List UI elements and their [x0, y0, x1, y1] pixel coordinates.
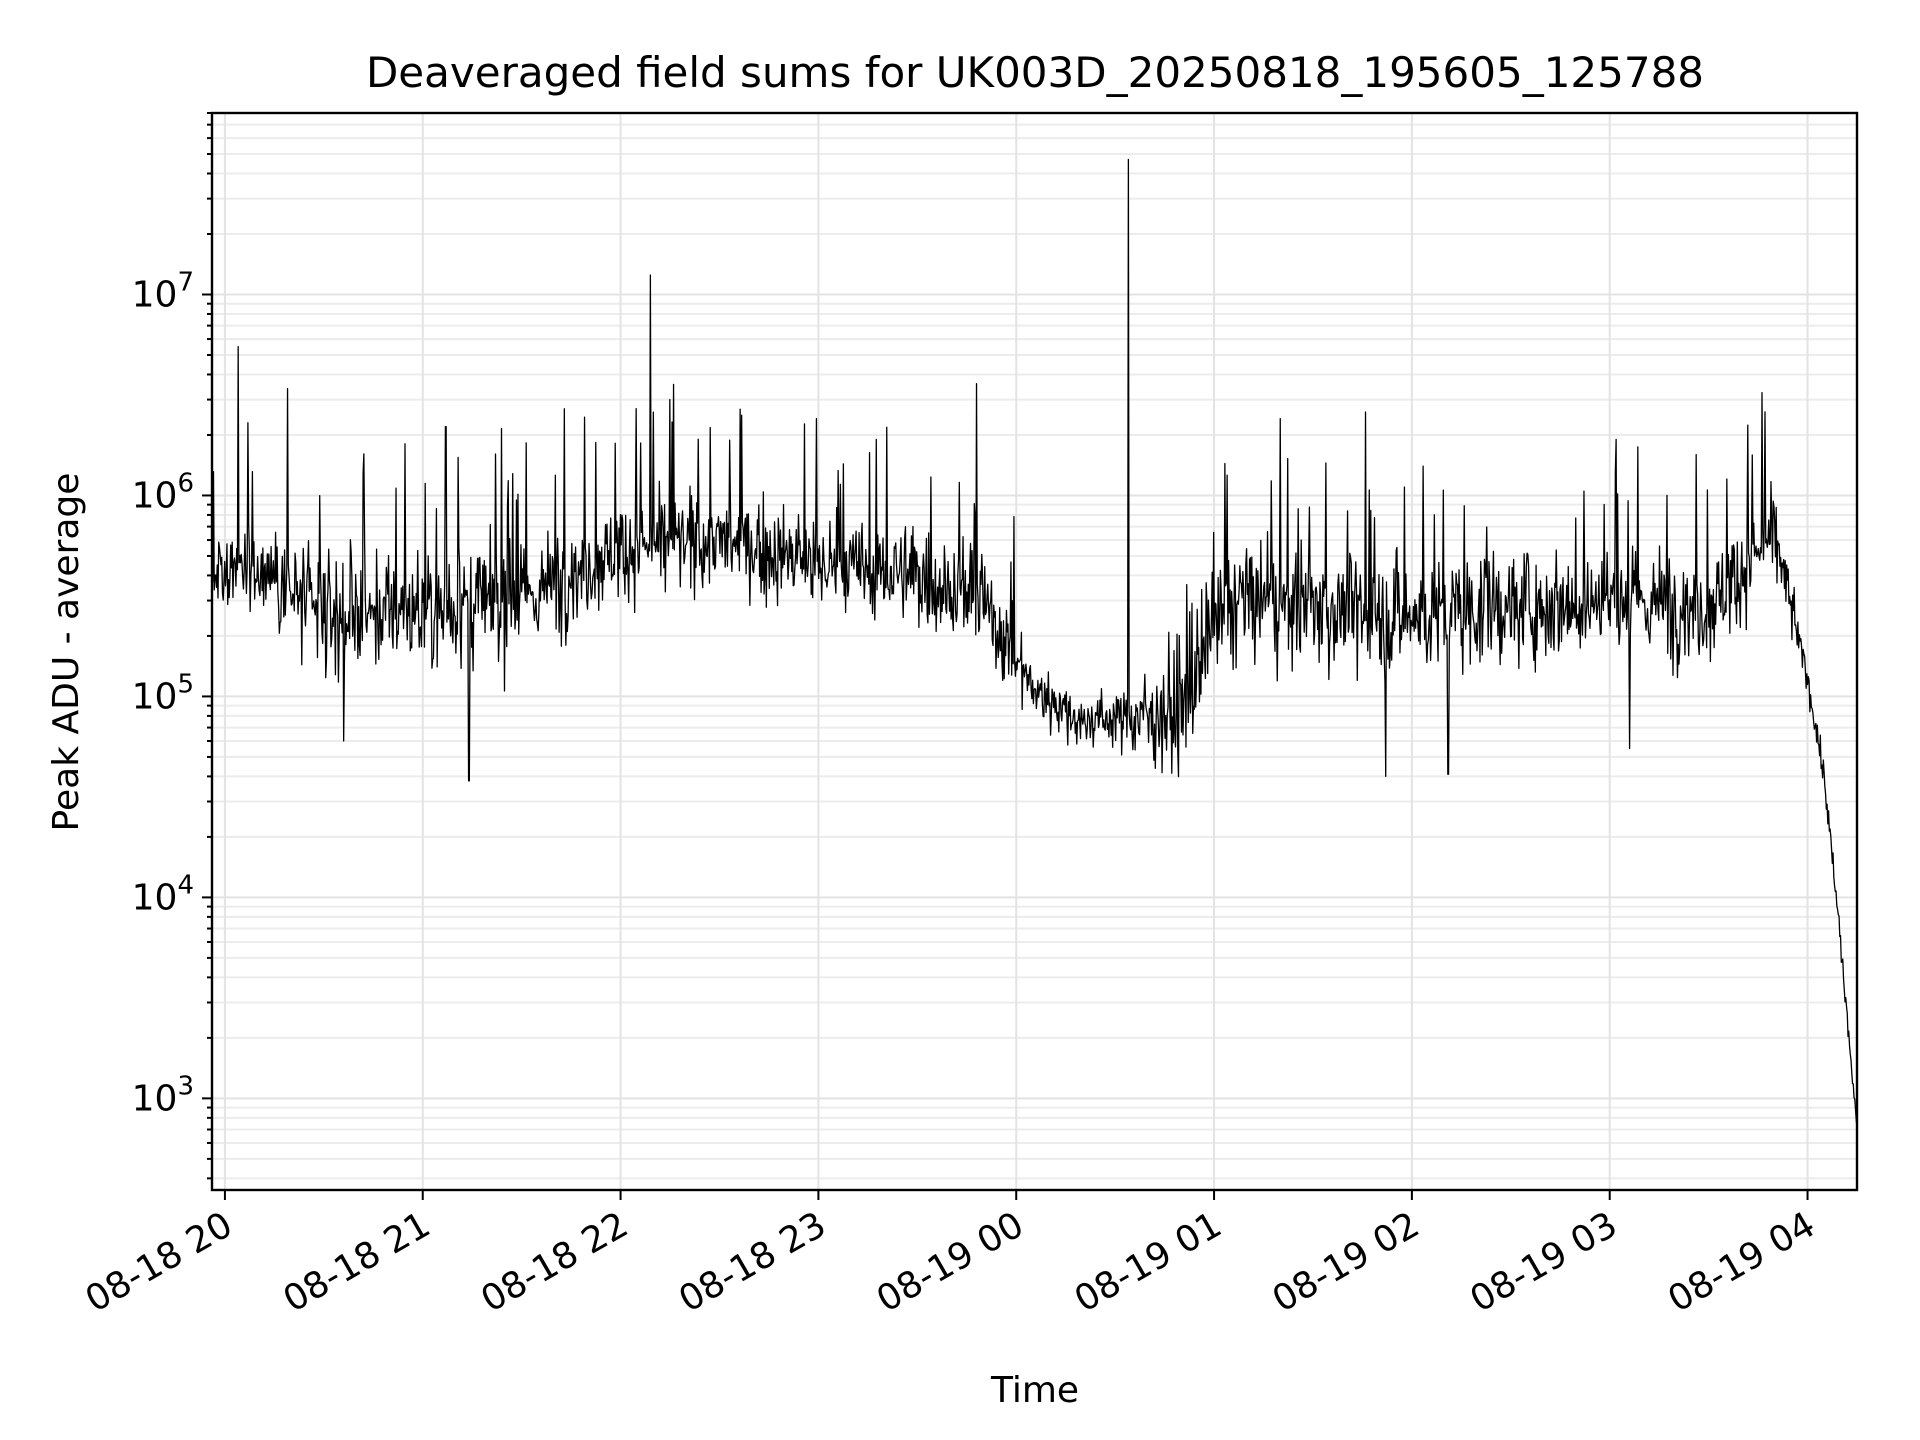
y-tick-exponent: 3	[177, 1071, 194, 1101]
y-tick-label: 107	[132, 267, 194, 315]
y-tick-exponent: 7	[177, 267, 194, 297]
x-axis-label: Time	[990, 1370, 1079, 1411]
y-tick-label: 104	[132, 870, 194, 918]
y-tick-base: 10	[132, 676, 178, 717]
data-series	[211, 158, 1858, 1127]
plot-area-frame	[210, 111, 1859, 1192]
y-axis-label: Peak ADU - average	[46, 473, 87, 832]
y-tick-base: 10	[132, 274, 178, 315]
y-tick-label: 103	[132, 1071, 194, 1119]
y-tick-label: 105	[132, 669, 194, 717]
y-tick-exponent: 4	[177, 870, 194, 900]
chart-title: Deaveraged field sums for UK003D_2025081…	[366, 48, 1704, 97]
grid-lines	[212, 112, 1857, 1190]
series-line	[211, 158, 1858, 1127]
y-tick-exponent: 5	[177, 669, 194, 699]
y-tick-exponent: 6	[177, 468, 194, 498]
y-tick-base: 10	[132, 1078, 178, 1119]
y-tick-label: 106	[132, 468, 194, 516]
y-tick-base: 10	[132, 475, 178, 516]
y-tick-base: 10	[132, 877, 178, 918]
